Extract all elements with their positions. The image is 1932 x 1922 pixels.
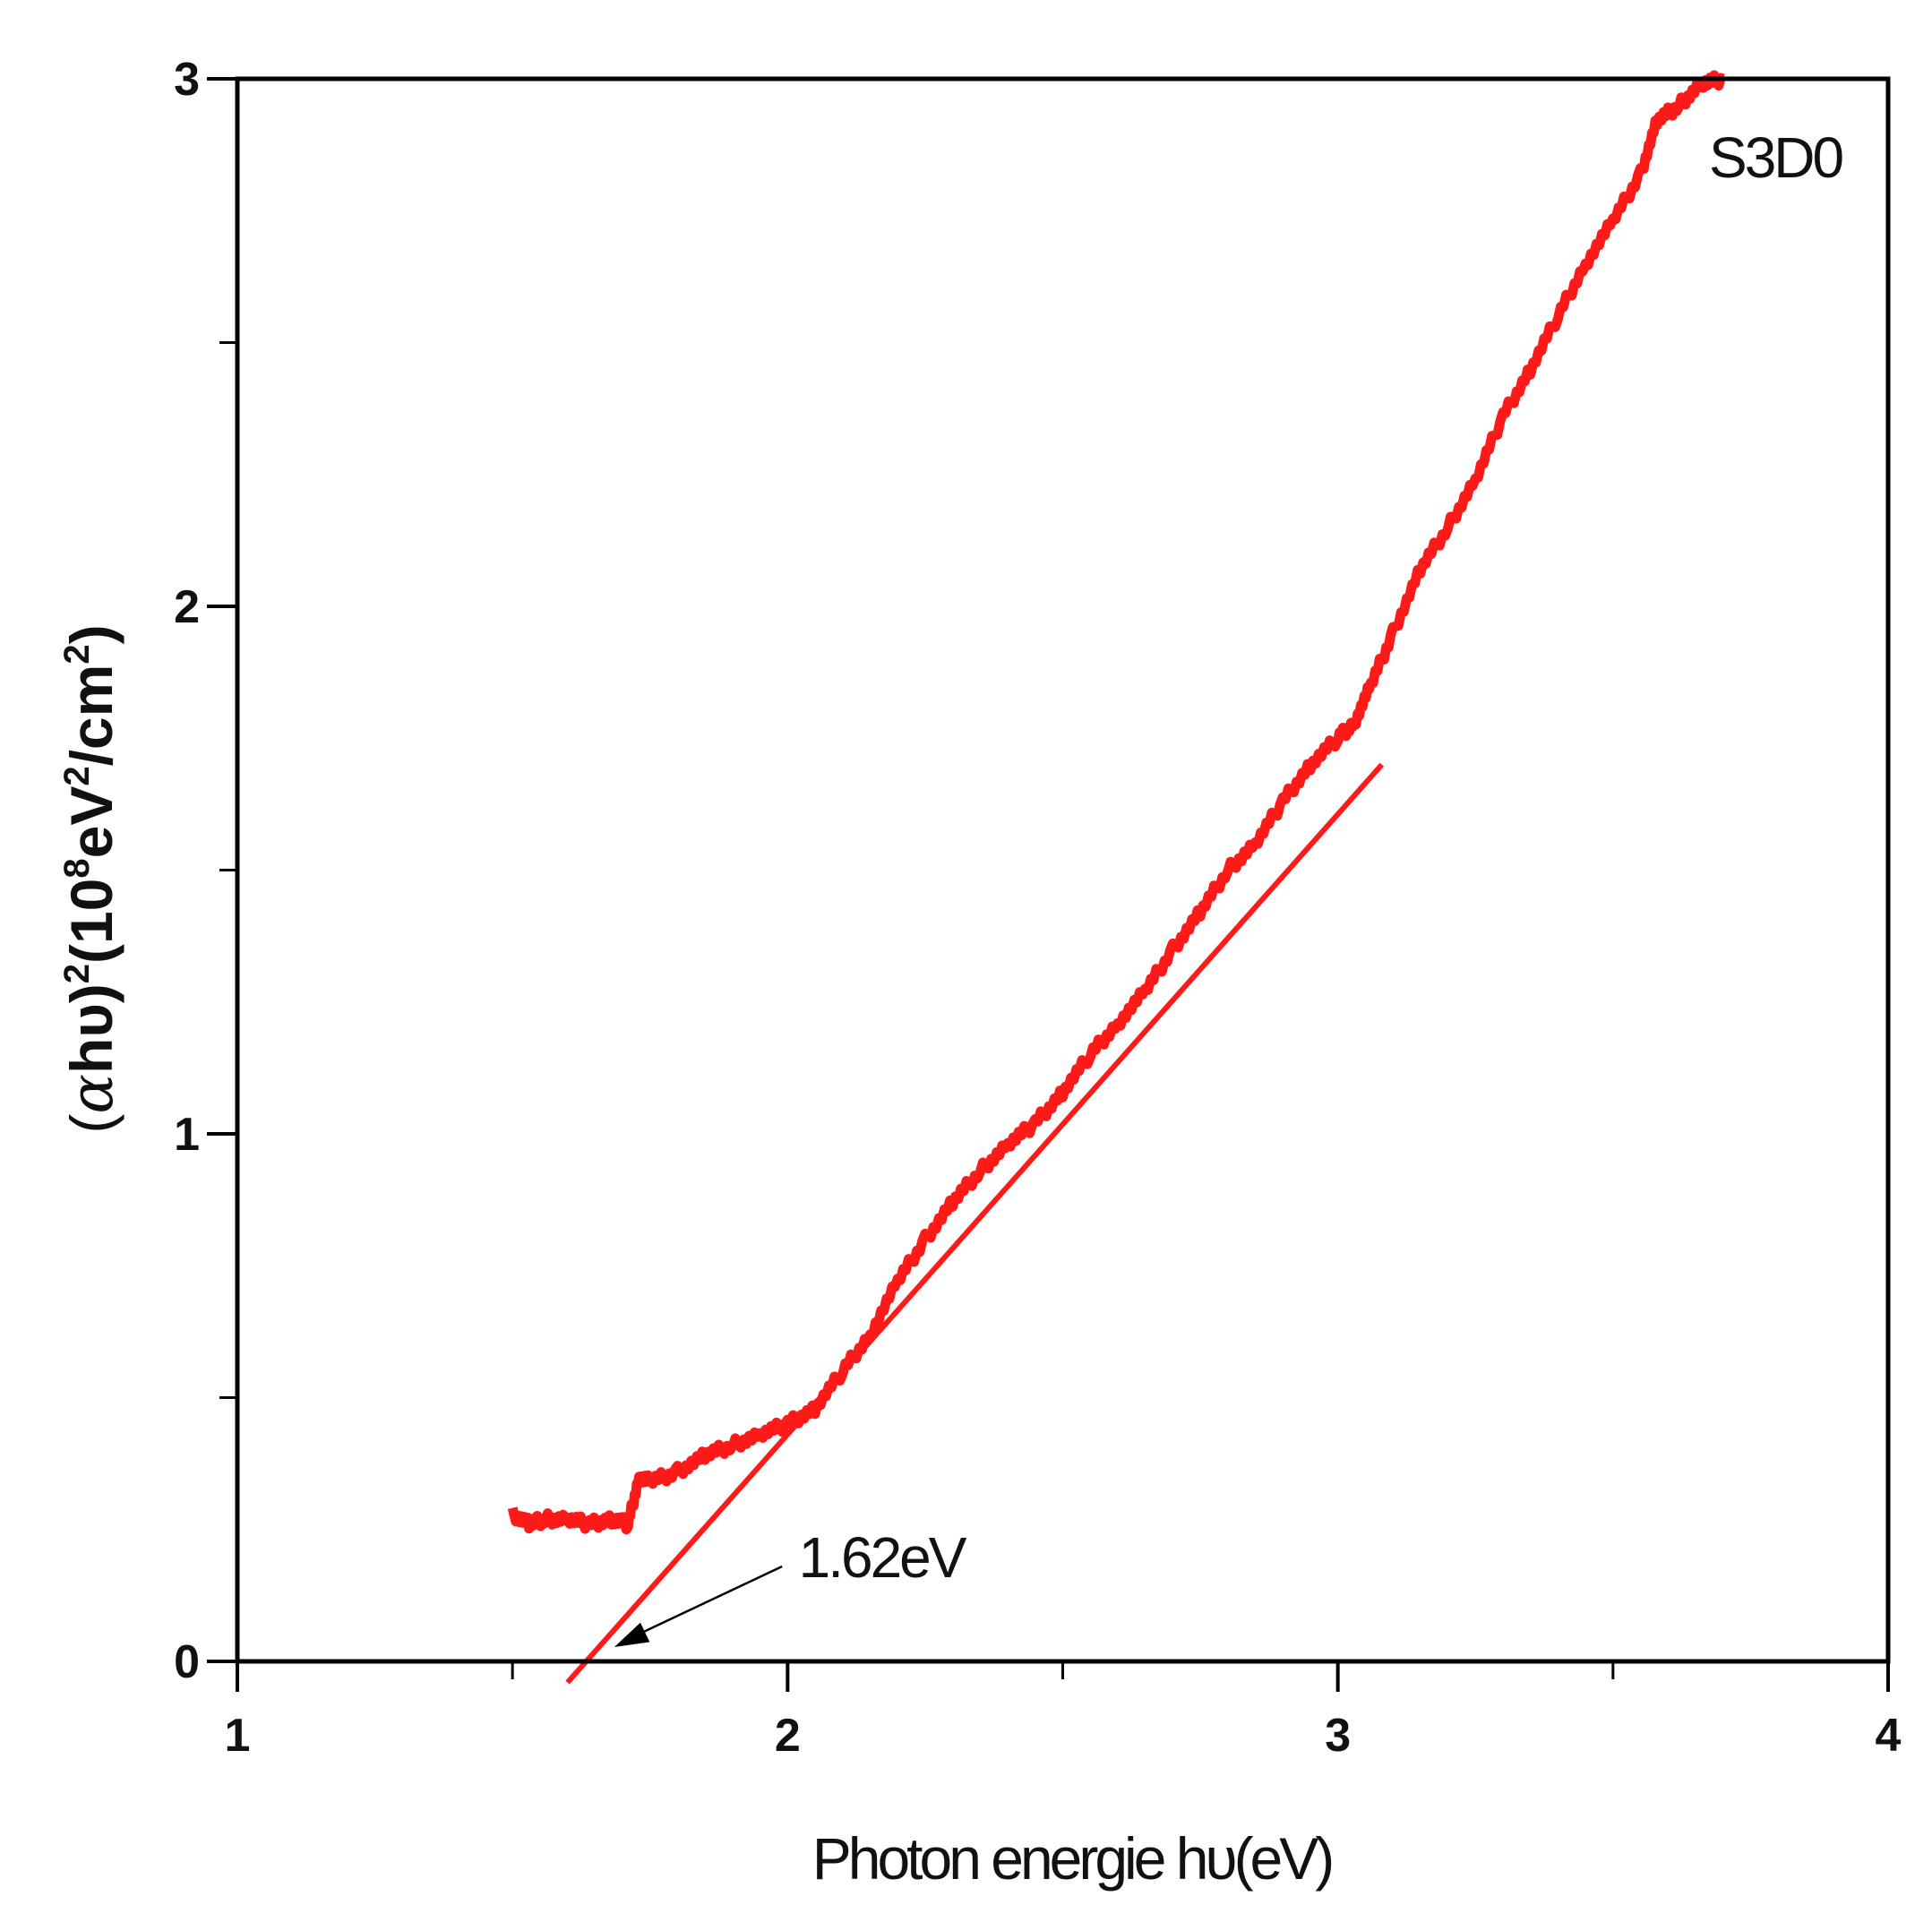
- y-title-mid: (10: [58, 879, 125, 964]
- x-tick-label: 4: [1876, 1710, 1902, 1762]
- annotation-arrowhead: [614, 1622, 650, 1647]
- x-axis-title: Photon energie hυ(eV): [812, 1825, 1332, 1892]
- x-tick-label: 1: [225, 1710, 251, 1762]
- y-title-close: ): [58, 624, 125, 644]
- y-tick-label: 3: [174, 54, 200, 106]
- y-tick-label: 2: [174, 581, 200, 633]
- y-title-sup1: 2: [57, 964, 97, 983]
- series-group: [507, 70, 1726, 1685]
- y-title-sup3: 2: [57, 766, 97, 785]
- y-title-unit2: /cm: [58, 665, 125, 767]
- y-title-alpha: α: [57, 1074, 126, 1114]
- y-title-h: hυ): [58, 983, 125, 1074]
- series-label: S3D0: [1709, 125, 1843, 190]
- y-title-sup2: 8: [57, 858, 97, 878]
- y-tick-label: 0: [174, 1636, 200, 1688]
- annotation-arrow: [631, 1565, 783, 1639]
- fit-line: [565, 762, 1385, 1685]
- plot-frame: [235, 76, 1891, 1664]
- x-tick-label: 2: [775, 1710, 801, 1762]
- series-line-s3d0: [507, 70, 1726, 1535]
- axis-ticks: [207, 77, 1890, 1692]
- y-title-open: (: [58, 1114, 125, 1134]
- y-title-sup4: 2: [57, 644, 97, 664]
- y-tick-label: 1: [174, 1109, 200, 1161]
- y-axis-title: (αhυ)2(108eV2/cm2): [57, 624, 126, 1133]
- x-tick-label: 3: [1325, 1710, 1351, 1762]
- y-title-unit: eV: [58, 786, 125, 859]
- annotation-label: 1.62eV: [799, 1525, 967, 1590]
